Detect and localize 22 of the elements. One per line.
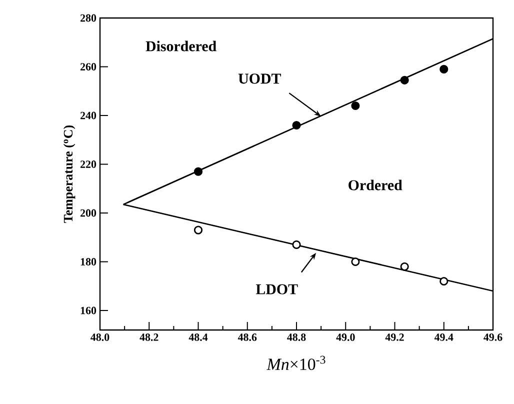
x-tick-label: 48.2 bbox=[140, 334, 158, 341]
x-tick-label: 49.0 bbox=[336, 334, 355, 341]
x-tick-label: 48.6 bbox=[238, 334, 257, 341]
x-tick-label: 49.4 bbox=[434, 334, 454, 341]
y-tick-label: 280 bbox=[80, 14, 96, 22]
annotation: Disordered bbox=[146, 40, 216, 52]
y-tick-label: 220 bbox=[80, 160, 96, 168]
y-tick-label: 240 bbox=[80, 112, 96, 120]
y-tick-label: 260 bbox=[80, 63, 96, 70]
x-tick-label: 48.4 bbox=[188, 334, 208, 341]
x-tick-label: 48.0 bbox=[90, 334, 110, 341]
y-tick-label: 200 bbox=[80, 209, 96, 217]
y-axis-title: Temperature ($^{o}$C) bbox=[63, 125, 76, 223]
y-tick-label: 180 bbox=[80, 258, 96, 266]
y-tick-label: 160 bbox=[80, 306, 96, 314]
annotation: UODT bbox=[238, 74, 282, 84]
x-tick-label: 49.6 bbox=[484, 334, 502, 341]
x-tick-label: 48.8 bbox=[287, 334, 306, 341]
annotation: LDOT bbox=[256, 284, 298, 294]
x-axis-title: Mn×10$^{-3}$ bbox=[266, 356, 326, 370]
x-tick-label: 49.2 bbox=[385, 334, 404, 341]
annotation: Ordered bbox=[348, 180, 402, 190]
